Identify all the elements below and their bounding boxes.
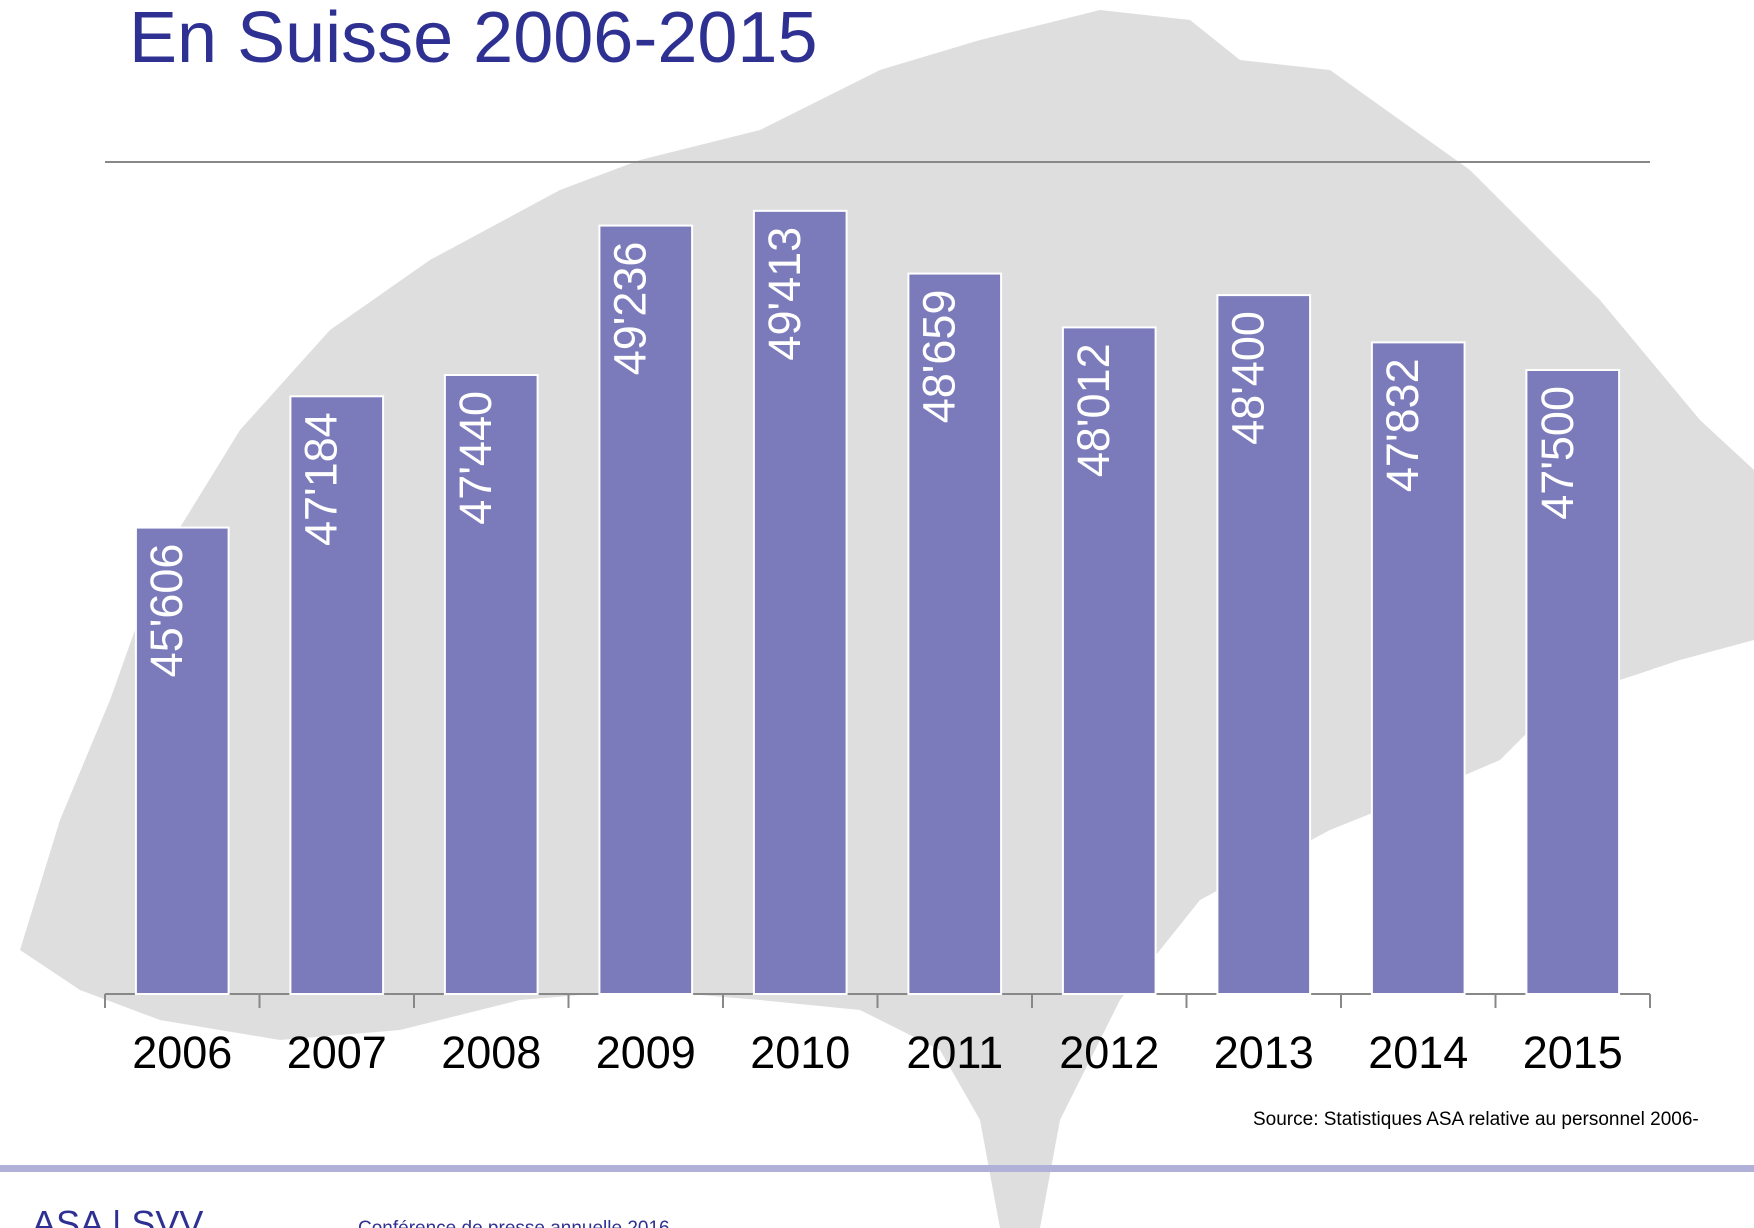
value-label: 45'606 xyxy=(141,544,192,678)
x-tick-label: 2013 xyxy=(1214,1027,1314,1078)
x-tick-label: 2015 xyxy=(1523,1027,1623,1078)
map-background xyxy=(20,10,1754,1228)
bar xyxy=(752,209,848,996)
value-label: 47'440 xyxy=(450,391,501,525)
x-tick-label: 2007 xyxy=(287,1027,387,1078)
value-label: 48'400 xyxy=(1223,311,1274,445)
x-tick-label: 2011 xyxy=(906,1027,1003,1078)
bar xyxy=(598,224,694,995)
bar xyxy=(1061,326,1157,995)
value-label: 49'413 xyxy=(759,227,810,361)
bar xyxy=(1525,369,1621,995)
value-label: 47'500 xyxy=(1532,386,1583,520)
footer-logo: ASA | SVV xyxy=(32,1203,203,1228)
source-note: Source: Statistiques ASA relative au per… xyxy=(1253,1109,1699,1130)
x-tick-label: 2012 xyxy=(1059,1027,1159,1078)
footer-rule xyxy=(0,1165,1754,1172)
x-tick-label: 2014 xyxy=(1368,1027,1468,1078)
x-tick-label: 2006 xyxy=(132,1027,232,1078)
chart-title: En Suisse 2006-2015 xyxy=(129,0,818,78)
bar xyxy=(1370,341,1466,995)
value-label: 48'659 xyxy=(914,290,965,424)
x-tick-label: 2008 xyxy=(441,1027,541,1078)
bar xyxy=(289,395,385,995)
value-label: 47'184 xyxy=(296,412,347,546)
value-label: 49'236 xyxy=(605,242,656,376)
x-tick-label: 2010 xyxy=(750,1027,850,1078)
bar xyxy=(907,272,1003,995)
value-label: 48'012 xyxy=(1068,343,1119,477)
x-tick-label: 2009 xyxy=(596,1027,696,1078)
bar xyxy=(134,526,230,995)
bar xyxy=(443,373,539,995)
value-label: 47'832 xyxy=(1377,358,1428,492)
bar xyxy=(1216,294,1312,995)
footer-event: Conférence de presse annuelle 2016 xyxy=(358,1218,670,1228)
